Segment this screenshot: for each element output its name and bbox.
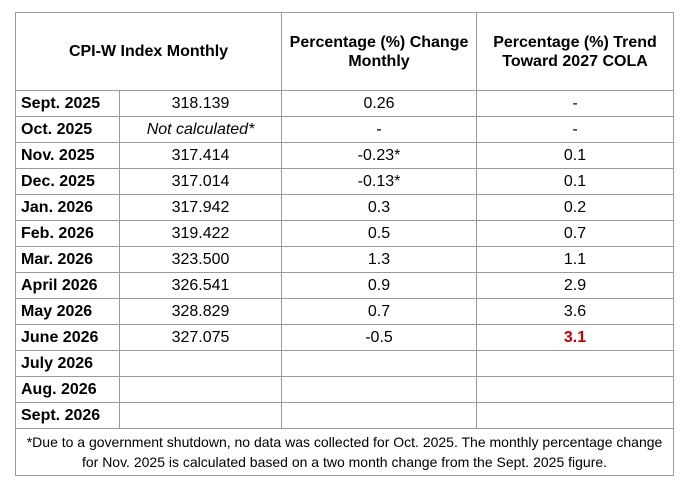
trend-cell: - [476, 116, 675, 143]
header-row: CPI-W Index Monthly Percentage (%) Chang… [14, 12, 675, 91]
month-cell: July 2026 [15, 350, 120, 377]
table-row: Dec. 2025 317.014 -0.13* 0.1 [15, 168, 675, 195]
change-cell: 0.3 [281, 194, 478, 221]
trend-cell [476, 402, 675, 429]
month-cell: April 2026 [15, 272, 120, 299]
trend-cell [476, 376, 675, 403]
table-row: Sept. 2025 318.139 0.26 - [15, 90, 675, 117]
header-percentage-trend: Percentage (%) Trend Toward 2027 COLA [476, 12, 675, 91]
trend-cell: - [476, 90, 675, 117]
table-row: Oct. 2025 Not calculated* - - [15, 116, 675, 143]
header-percentage-change: Percentage (%) Change Monthly [281, 12, 478, 91]
index-cell: Not calculated* [118, 116, 283, 143]
index-cell: 326.541 [118, 272, 283, 299]
index-cell: 317.414 [118, 142, 283, 169]
index-cell: 318.139 [118, 90, 283, 117]
index-cell [118, 402, 283, 429]
month-cell: Aug. 2026 [15, 376, 120, 403]
index-cell: 327.075 [118, 324, 283, 351]
trend-cell: 0.1 [476, 168, 675, 195]
change-cell: - [281, 116, 478, 143]
trend-cell: 0.1 [476, 142, 675, 169]
trend-cell-highlighted: 3.1 [476, 324, 675, 351]
trend-cell: 1.1 [476, 246, 675, 273]
month-cell: Sept. 2025 [15, 90, 120, 117]
month-cell: Jan. 2026 [15, 194, 120, 221]
index-cell [118, 350, 283, 377]
table-row: July 2026 [15, 350, 675, 377]
cpi-w-table: CPI-W Index Monthly Percentage (%) Chang… [14, 12, 675, 476]
change-cell: 0.7 [281, 298, 478, 325]
change-cell: 0.26 [281, 90, 478, 117]
month-cell: Sept. 2026 [15, 402, 120, 429]
trend-cell: 2.9 [476, 272, 675, 299]
month-cell: May 2026 [15, 298, 120, 325]
index-cell [118, 376, 283, 403]
month-cell: Nov. 2025 [15, 142, 120, 169]
index-cell: 319.422 [118, 220, 283, 247]
table-row: Nov. 2025 317.414 -0.23* 0.1 [15, 142, 675, 169]
change-cell: 0.5 [281, 220, 478, 247]
change-cell [281, 402, 478, 429]
index-cell: 317.014 [118, 168, 283, 195]
table-row: May 2026 328.829 0.7 3.6 [15, 298, 675, 325]
index-cell: 317.942 [118, 194, 283, 221]
index-cell: 323.500 [118, 246, 283, 273]
table-row: Feb. 2026 319.422 0.5 0.7 [15, 220, 675, 247]
footnote-row: *Due to a government shutdown, no data w… [14, 428, 675, 476]
table-row: Jan. 2026 317.942 0.3 0.2 [15, 194, 675, 221]
month-cell: Dec. 2025 [15, 168, 120, 195]
table-row: June 2026 327.075 -0.5 3.1 [15, 324, 675, 351]
month-cell: Mar. 2026 [15, 246, 120, 273]
change-cell [281, 350, 478, 377]
month-cell: Feb. 2026 [15, 220, 120, 247]
table-row: Mar. 2026 323.500 1.3 1.1 [15, 246, 675, 273]
change-cell: 0.9 [281, 272, 478, 299]
table-row: Sept. 2026 [15, 402, 675, 429]
table-row: Aug. 2026 [15, 376, 675, 403]
trend-cell: 0.2 [476, 194, 675, 221]
change-cell: 1.3 [281, 246, 478, 273]
header-cpi-w-index: CPI-W Index Monthly [14, 12, 283, 91]
table-row: April 2026 326.541 0.9 2.9 [15, 272, 675, 299]
trend-cell: 0.7 [476, 220, 675, 247]
month-cell: Oct. 2025 [15, 116, 120, 143]
index-cell: 328.829 [118, 298, 283, 325]
trend-cell [476, 350, 675, 377]
change-cell: -0.23* [281, 142, 478, 169]
change-cell: -0.13* [281, 168, 478, 195]
change-cell: -0.5 [281, 324, 478, 351]
footnote: *Due to a government shutdown, no data w… [14, 428, 675, 476]
trend-cell: 3.6 [476, 298, 675, 325]
month-cell: June 2026 [15, 324, 120, 351]
change-cell [281, 376, 478, 403]
